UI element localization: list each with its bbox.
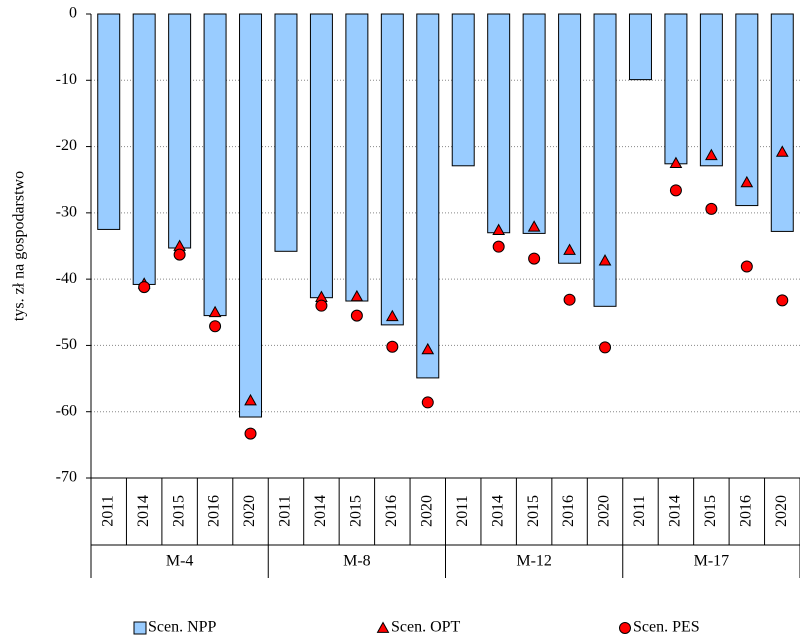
bar (239, 13, 263, 418)
y-tick-label: -70 (56, 469, 77, 486)
circle-marker (421, 396, 434, 409)
triangle-marker (208, 305, 222, 318)
x-tick-label: 2016 (383, 495, 400, 527)
circle-marker (386, 340, 399, 353)
bar (593, 13, 617, 307)
bar (628, 13, 652, 81)
x-tick-label: 2014 (312, 495, 329, 527)
bar (770, 13, 794, 232)
x-tick-label: 2016 (206, 495, 223, 527)
y-axis-label: tys. zł na gospodarstwo (11, 171, 28, 321)
bar (487, 13, 511, 234)
x-tick-label: 2011 (277, 495, 294, 526)
x-tick-label: 2020 (241, 495, 258, 527)
x-tick-label: 2020 (596, 495, 613, 527)
triangle-marker (350, 289, 364, 302)
bar (522, 13, 546, 234)
circle-marker (669, 184, 682, 197)
y-tick-label: -10 (56, 71, 77, 88)
triangle-marker (527, 220, 541, 232)
bar (168, 13, 192, 249)
triangle-marker (775, 145, 789, 157)
bar (345, 13, 369, 302)
group-label: M-17 (694, 553, 730, 570)
bar (699, 13, 723, 167)
bar (664, 13, 688, 165)
triangle-marker (385, 309, 399, 322)
circle-marker (315, 299, 328, 312)
circle-marker (776, 294, 789, 307)
bar (416, 13, 440, 379)
x-tick-label: 2016 (737, 495, 754, 527)
bar (132, 13, 156, 285)
x-tick-label: 2020 (418, 495, 435, 527)
y-tick-label: -40 (56, 270, 77, 287)
circle-marker (209, 320, 222, 333)
group-label: M-8 (343, 553, 371, 570)
legend-swatch (619, 622, 631, 634)
x-tick-label: 2014 (489, 495, 506, 527)
legend-label: Scen. NPP (148, 619, 217, 636)
x-tick-label: 2020 (773, 495, 790, 527)
y-tick-label: -50 (56, 336, 77, 353)
triangle-marker (563, 243, 576, 255)
bar (97, 13, 121, 230)
circle-marker (173, 248, 186, 261)
x-tick-label: 2014 (667, 495, 684, 527)
bar (203, 13, 227, 317)
x-tick-label: 2014 (135, 495, 152, 527)
circle-marker (528, 252, 541, 265)
x-tick-label: 2011 (99, 495, 116, 526)
circle-marker (705, 202, 718, 215)
triangle-marker (598, 254, 612, 266)
bar (380, 13, 404, 326)
x-tick-label: 2015 (525, 495, 542, 527)
x-tick-label: 2015 (348, 495, 365, 527)
group-label: M-12 (516, 553, 552, 570)
legend-swatch (376, 621, 390, 633)
circle-marker (563, 293, 576, 306)
circle-marker (244, 427, 257, 440)
y-tick-label: -20 (56, 137, 77, 154)
legend-label: Scen. OPT (391, 619, 461, 636)
legend-swatch (133, 621, 147, 635)
bar (558, 13, 582, 264)
legend-label: Scen. PES (633, 619, 700, 636)
triangle-marker (740, 175, 754, 188)
bar (451, 13, 475, 167)
triangle-marker (421, 342, 435, 355)
bar (274, 13, 298, 252)
group-label: M-4 (166, 553, 194, 570)
x-tick-label: 2016 (560, 495, 577, 527)
x-tick-label: 2011 (631, 495, 648, 526)
bar (309, 13, 333, 299)
x-tick-label: 2011 (454, 495, 471, 526)
bar (735, 13, 759, 207)
triangle-marker (492, 223, 506, 235)
x-tick-label: 2015 (170, 495, 187, 527)
triangle-marker (244, 393, 257, 406)
triangle-marker (669, 156, 683, 169)
y-tick-label: -60 (56, 402, 77, 419)
y-tick-label: -30 (56, 204, 77, 221)
y-tick-label: 0 (69, 5, 77, 22)
triangle-marker (705, 148, 718, 161)
x-tick-label: 2015 (702, 495, 719, 527)
circle-marker (350, 309, 363, 322)
circle-marker (740, 260, 753, 273)
circle-marker (492, 240, 505, 253)
circle-marker (599, 341, 612, 354)
circle-marker (138, 281, 151, 294)
